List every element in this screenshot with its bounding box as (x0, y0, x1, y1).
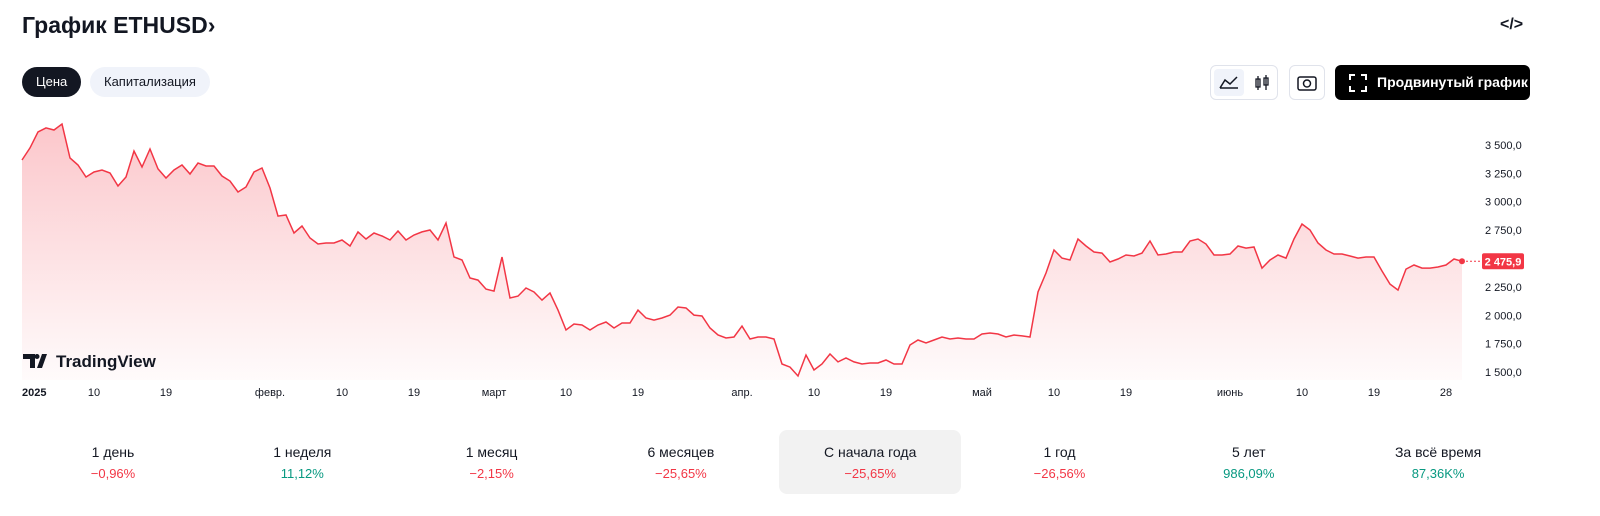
period-label: За всё время (1394, 444, 1482, 460)
x-tick-label: 10 (560, 387, 572, 399)
logo: TradingView (23, 352, 157, 371)
y-tick-label: 2 250,0 (1485, 282, 1522, 294)
x-tick-label: апр. (731, 387, 752, 399)
period-label: 1 день (91, 444, 135, 460)
period-change: 986,09% (1223, 466, 1275, 481)
period-change: −26,56% (1033, 466, 1086, 481)
logo-text: TradingView (56, 352, 157, 371)
y-tick-label: 2 000,0 (1485, 310, 1522, 322)
snapshot-button[interactable] (1289, 65, 1325, 100)
period[interactable]: 1 год −26,56% (969, 430, 1151, 494)
period-label: С начала года (824, 444, 917, 460)
x-tick-label: февр. (255, 387, 285, 399)
fullscreen-icon (1349, 74, 1367, 92)
y-tick-label: 3 500,0 (1485, 140, 1522, 152)
tab-price[interactable]: Цена (22, 67, 82, 97)
line-icon[interactable] (1219, 76, 1238, 89)
x-tick-label: июнь (1217, 387, 1243, 399)
period[interactable]: 1 неделя 11,12% (211, 430, 393, 494)
chart: 1 500,01 750,02 000,02 250,02 500,02 750… (21, 122, 1524, 399)
x-tick-label: 19 (1368, 387, 1380, 399)
x-tick-label: 19 (408, 387, 420, 399)
period[interactable]: С начала года −25,65% (779, 430, 962, 494)
x-tick-label: 19 (1120, 387, 1132, 399)
period-label: 1 год (1043, 444, 1076, 460)
period-label: 5 лет (1232, 444, 1266, 460)
price-line (21, 122, 1463, 378)
period[interactable]: 5 лет 986,09% (1158, 430, 1340, 494)
period-change: −0,96% (90, 466, 136, 481)
last-label: 2 475,9 (1485, 256, 1522, 268)
advanced-chart-button[interactable]: Продвинутый график (1335, 65, 1530, 100)
y-tick-label: 1 500,0 (1485, 367, 1522, 379)
period-label: 6 месяцев (647, 444, 715, 460)
y-tick-label: 3 000,0 (1485, 197, 1522, 209)
chart-type-icons[interactable] (1211, 66, 1277, 99)
x-tick-label: 10 (1048, 387, 1060, 399)
x-tick-label: март (482, 387, 507, 399)
embed-button[interactable]: </> (1500, 16, 1524, 33)
period[interactable]: 1 месяц −2,15% (401, 430, 583, 494)
x-tick-label: 10 (88, 387, 100, 399)
period[interactable]: За всё время 87,36K% (1347, 430, 1529, 494)
period[interactable]: 1 день −0,96% (22, 430, 204, 494)
x-tick-label: 19 (632, 387, 644, 399)
period-label: 1 месяц (465, 444, 518, 460)
last-badge (1482, 253, 1524, 270)
camera-icon (1297, 76, 1317, 91)
period-change: −25,65% (655, 466, 707, 481)
period-change: −2,15% (469, 466, 514, 481)
area (22, 124, 1462, 380)
chart-type-group (1210, 65, 1278, 100)
x-tick-label: 19 (880, 387, 892, 399)
x-tick-label: 10 (336, 387, 348, 399)
y-tick-label: 2 750,0 (1485, 225, 1522, 237)
x-tick-label: 10 (808, 387, 820, 399)
x-tick-label: 10 (1296, 387, 1308, 399)
period[interactable]: 6 месяцев −25,65% (590, 430, 772, 494)
period-change: −25,65% (844, 466, 897, 481)
x-tick-label: 19 (160, 387, 172, 399)
x-tick-label: 28 (1440, 387, 1452, 399)
y-tick-label: 3 250,0 (1485, 168, 1522, 180)
period-change: 11,12% (280, 466, 324, 481)
period-change: 87,36K% (1411, 466, 1465, 481)
candle-icon[interactable] (1255, 75, 1269, 90)
title[interactable]: График ETHUSD› (22, 12, 216, 38)
advanced-label: Продвинутый график (1377, 74, 1528, 90)
x-tick-label: май (972, 387, 992, 399)
x-tick-label: 2025 (22, 387, 46, 399)
tab-cap[interactable]: Капитализация (90, 67, 210, 97)
y-tick-label: 1 750,0 (1485, 339, 1522, 351)
period-label: 1 неделя (273, 444, 332, 460)
